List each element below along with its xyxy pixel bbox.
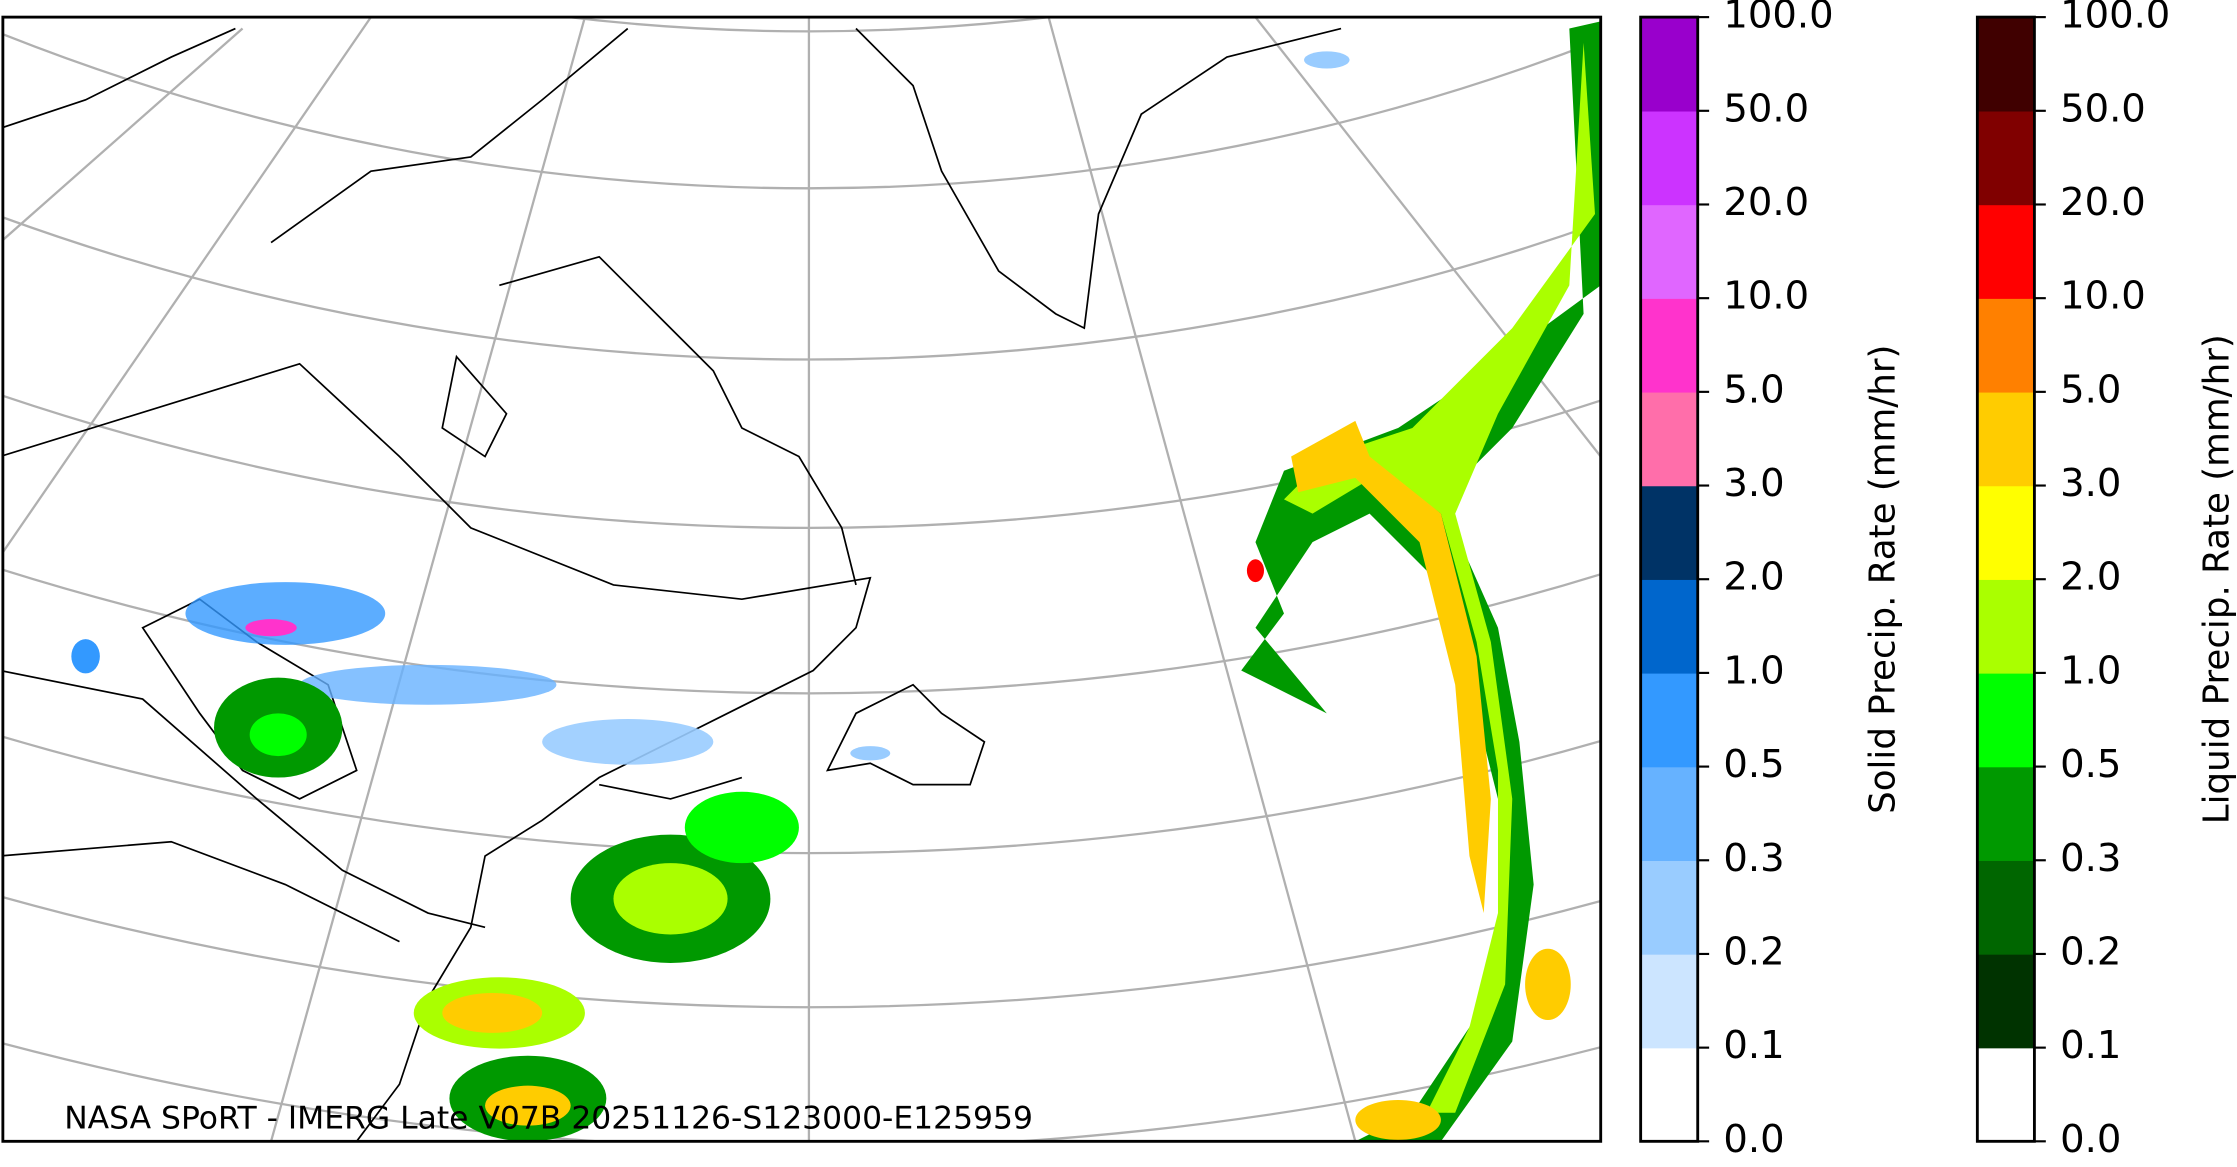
color-swatch	[1977, 579, 2035, 674]
tick-label: 0.1	[1723, 1023, 1784, 1068]
color-swatch	[1977, 298, 2035, 393]
tick-label: 1.0	[1723, 648, 1784, 693]
colorbar-label: Solid Precip. Rate (mm/hr)	[1863, 345, 1904, 814]
color-swatch	[1640, 17, 1698, 112]
tick-label: 100.0	[2060, 0, 2170, 38]
color-swatch	[1977, 953, 2035, 1049]
tick-label: 0.5	[2060, 742, 2121, 787]
tick-label: 0.2	[1723, 929, 1784, 974]
color-swatch	[1640, 391, 1698, 487]
tick-label: 0.3	[1723, 836, 1784, 881]
tick-label: 0.3	[2060, 836, 2121, 881]
caption: NASA SPoRT - IMERG Late V07B 20251126-S1…	[64, 1100, 1033, 1136]
tick-label: 2.0	[2060, 555, 2121, 600]
liquid-precip	[214, 21, 1601, 1142]
tick-label: 3.0	[1723, 461, 1784, 506]
color-swatch	[1977, 1047, 2035, 1143]
tick-label: 0.2	[2060, 929, 2121, 974]
tick-label: 0.5	[1723, 742, 1784, 787]
tick-label: 1.0	[2060, 648, 2121, 693]
color-swatch	[1977, 110, 2035, 206]
color-swatch	[1640, 1047, 1698, 1143]
color-swatch	[1977, 766, 2035, 861]
tick-label: 5.0	[1723, 367, 1784, 412]
tick-label: 50.0	[2060, 86, 2146, 131]
color-swatch	[1640, 860, 1698, 955]
tick-label: 0.0	[1723, 1117, 1784, 1162]
color-swatch	[1640, 298, 1698, 393]
tick-label: 2.0	[1723, 555, 1784, 600]
color-swatch	[1640, 766, 1698, 861]
tick-label: 5.0	[2060, 367, 2121, 412]
tick-label: 10.0	[2060, 274, 2146, 319]
color-swatch	[1640, 579, 1698, 674]
tick-label: 20.0	[1723, 180, 1809, 225]
color-swatch	[1977, 17, 2035, 112]
tick-label: 3.0	[2060, 461, 2121, 506]
tick-label: 100.0	[1723, 0, 1833, 38]
color-swatch	[1640, 953, 1698, 1049]
color-swatch	[1640, 204, 1698, 299]
tick-label: 20.0	[2060, 180, 2146, 225]
coastlines	[2, 27, 1342, 1142]
tick-label: 0.0	[2060, 1117, 2121, 1162]
color-swatch	[1977, 204, 2035, 299]
color-swatch	[1977, 860, 2035, 955]
map-frame	[1, 15, 1603, 1143]
tick-label: 50.0	[1723, 86, 1809, 131]
color-swatch	[1640, 110, 1698, 206]
tick-label: 10.0	[1723, 274, 1809, 319]
tick-label: 0.1	[2060, 1023, 2121, 1068]
color-swatch	[1977, 485, 2035, 580]
color-swatch	[1977, 672, 2035, 768]
color-swatch	[1640, 485, 1698, 580]
color-swatch	[1640, 672, 1698, 768]
colorbar-label: Liquid Precip. Rate (mm/hr)	[2196, 334, 2237, 824]
color-swatch	[1977, 391, 2035, 487]
solid-precip	[71, 51, 1350, 765]
